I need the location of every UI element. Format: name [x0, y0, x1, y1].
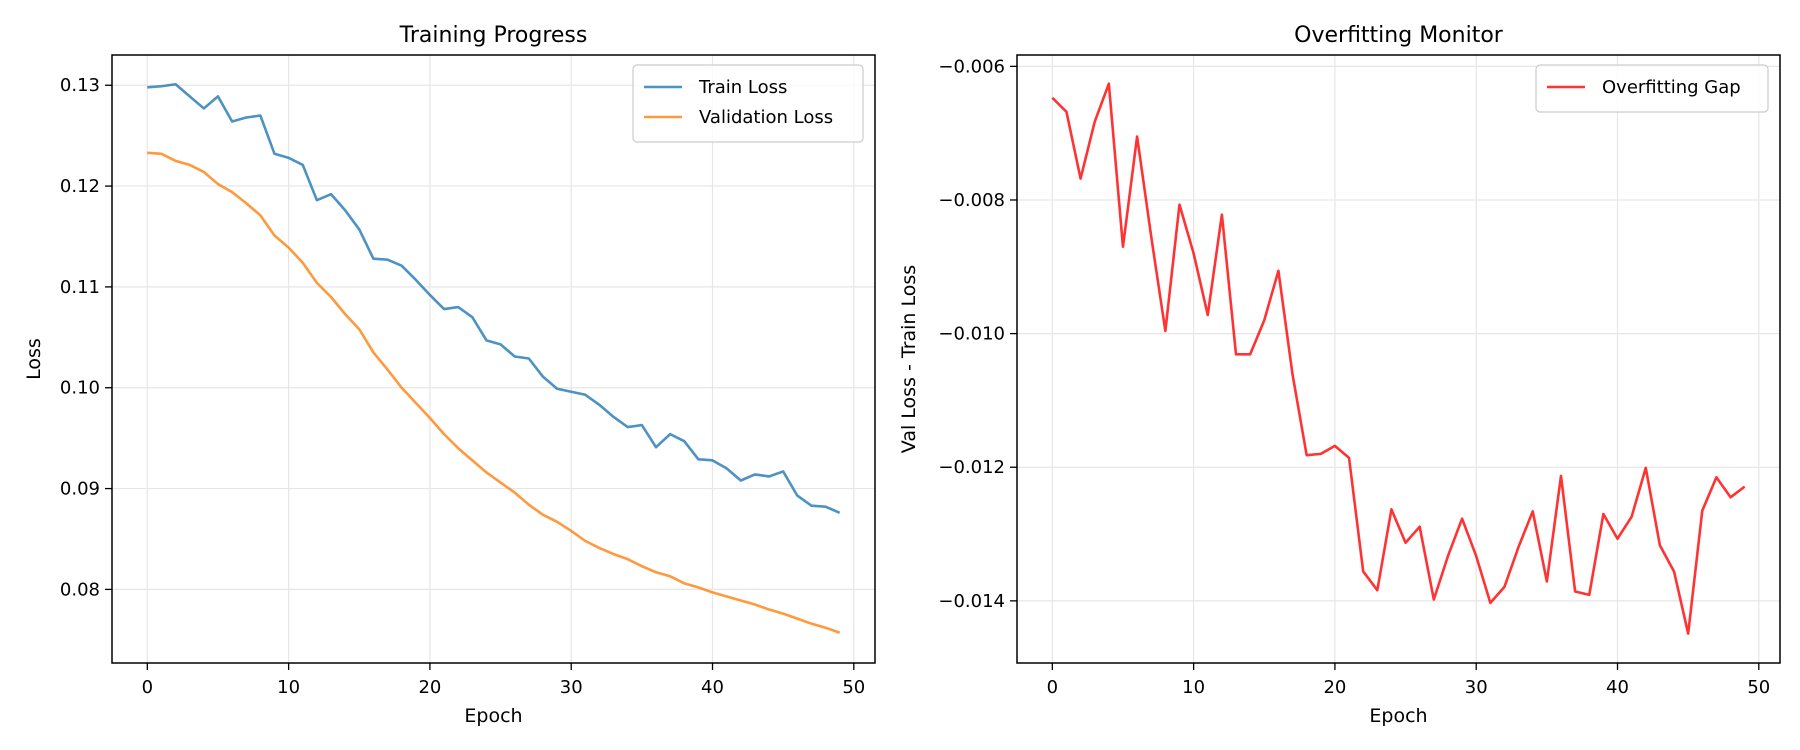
overfitting-monitor-title: Overfitting Monitor: [1294, 23, 1504, 48]
overfitting-monitor-y-tick-label: −0.010: [938, 324, 1005, 345]
overfitting-monitor-legend: Overfitting Gap: [1535, 64, 1769, 113]
overfitting-monitor-y-tick-label: −0.008: [938, 190, 1005, 211]
overfitting-monitor-x-tick-label: 50: [1747, 677, 1770, 698]
overfitting-monitor-series-line-overfitting-gap: [1051, 82, 1746, 635]
training-progress-x-tick-label: 30: [560, 677, 583, 698]
training-progress-axes-frame: [111, 54, 876, 664]
overfitting-monitor-y-axis-label: Val Loss - Train Loss: [898, 265, 920, 453]
training-progress-x-tick-label: 0: [142, 677, 153, 698]
overfitting-monitor-y-tick-label: −0.006: [938, 56, 1005, 77]
overfitting-monitor-y-tick-label: −0.014: [938, 591, 1005, 612]
training-progress-x-axis-label: Epoch: [464, 705, 522, 727]
training-progress-y-tick-label: 0.11: [60, 277, 100, 298]
overfitting-monitor-x-tick-label: 10: [1182, 677, 1205, 698]
training-progress-y-tick-label: 0.09: [60, 479, 100, 500]
training-progress-series-line-validation-loss: [147, 151, 841, 634]
training-progress-legend-label: Train Loss: [698, 77, 787, 98]
training-progress-x-tick-label: 20: [418, 677, 441, 698]
training-progress-panel: 0 10 20 30 40 50 0.08 0.09 0.10 0.11 0.12 0.13 Train…: [23, 23, 876, 727]
overfitting-monitor-x-tick-label: 30: [1465, 677, 1488, 698]
training-progress-legend-label: Validation Loss: [699, 107, 833, 128]
overfitting-monitor-x-axis-label: Epoch: [1369, 705, 1427, 727]
training-progress-y-tick-label: 0.12: [60, 176, 100, 197]
training-progress-x-tick-label: 40: [701, 677, 724, 698]
training-progress-y-axis-label: Loss: [23, 338, 45, 380]
overfitting-monitor-axes-frame: [1016, 54, 1781, 664]
training-progress-y-tick-label: 0.08: [60, 579, 100, 600]
training-progress-series-line-train-loss: [147, 82, 841, 514]
training-progress-legend: Train Loss Validation Loss: [632, 64, 864, 143]
overfitting-monitor-x-tick-label: 40: [1606, 677, 1629, 698]
training-progress-title: Training Progress: [399, 23, 588, 48]
training-progress-legend-box: [632, 64, 864, 143]
training-progress-y-tick-label: 0.13: [60, 75, 100, 96]
training-progress-x-tick-label: 10: [277, 677, 300, 698]
overfitting-monitor-panel: 0 10 20 30 40 50 −0.014 −0.012 −0.010 −0.008 −0.00…: [898, 23, 1781, 727]
training-progress-y-tick-label: 0.10: [60, 378, 100, 399]
overfitting-monitor-x-tick-label: 0: [1047, 677, 1058, 698]
overfitting-monitor-legend-box: [1535, 64, 1769, 113]
training-progress-x-tick-label: 50: [842, 677, 865, 698]
overfitting-monitor-y-tick-label: −0.012: [938, 457, 1005, 478]
overfitting-monitor-x-tick-label: 20: [1323, 677, 1346, 698]
overfitting-monitor-legend-label: Overfitting Gap: [1602, 77, 1741, 98]
